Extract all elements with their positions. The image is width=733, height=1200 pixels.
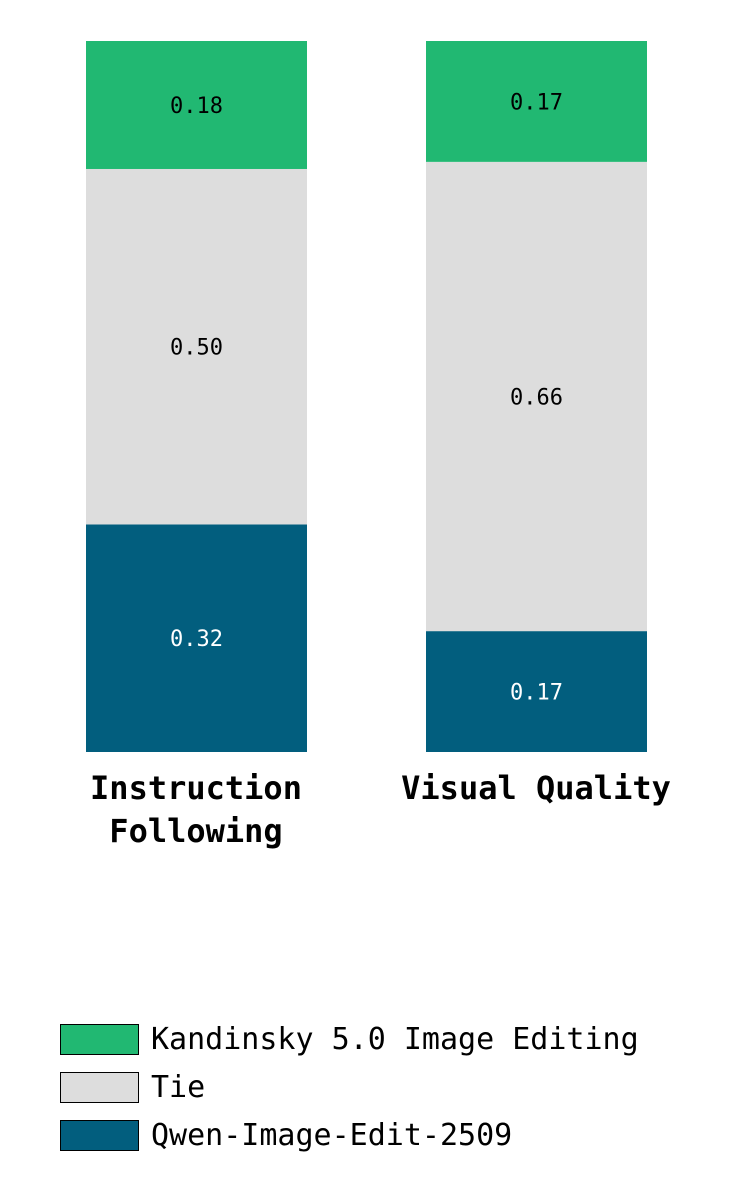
legend-item-tie: Tie bbox=[60, 1063, 639, 1111]
bar-segment-tie-1 bbox=[426, 161, 647, 632]
data-label: 0.32 bbox=[170, 627, 223, 652]
legend-label-kandinsky: Kandinsky 5.0 Image Editing bbox=[151, 1021, 639, 1057]
bar-segment-tie-0 bbox=[86, 168, 307, 525]
legend-swatch-tie bbox=[60, 1071, 139, 1103]
bar-segment-kandinsky-5-0-image-editing-0 bbox=[86, 41, 307, 169]
legend-item-qwen: Qwen-Image-Edit-2509 bbox=[60, 1111, 639, 1159]
legend: Kandinsky 5.0 Image Editing Tie Qwen-Ima… bbox=[60, 1015, 639, 1159]
bar-segment-qwen-image-edit-2509-0 bbox=[86, 524, 307, 752]
legend-swatch-kandinsky bbox=[60, 1023, 139, 1055]
category-label-instruction-following: Instruction Following bbox=[90, 769, 302, 850]
legend-item-kandinsky: Kandinsky 5.0 Image Editing bbox=[60, 1015, 639, 1063]
data-label: 0.18 bbox=[170, 94, 223, 119]
stacked-bar-chart: 0.32 0.50 0.18 0.17 0.66 0.17 bbox=[86, 41, 647, 752]
data-label: 0.17 bbox=[510, 90, 563, 115]
legend-swatch-qwen bbox=[60, 1119, 139, 1151]
bar-segment-kandinsky-5-0-image-editing-1 bbox=[426, 41, 647, 162]
data-label: 0.66 bbox=[510, 386, 563, 411]
legend-label-qwen: Qwen-Image-Edit-2509 bbox=[151, 1117, 513, 1153]
data-label: 0.17 bbox=[510, 681, 563, 706]
bar-segment-qwen-image-edit-2509-1 bbox=[426, 631, 647, 752]
legend-label-tie: Tie bbox=[151, 1069, 206, 1105]
data-label: 0.50 bbox=[170, 336, 223, 361]
category-label-visual-quality: Visual Quality bbox=[401, 769, 671, 807]
